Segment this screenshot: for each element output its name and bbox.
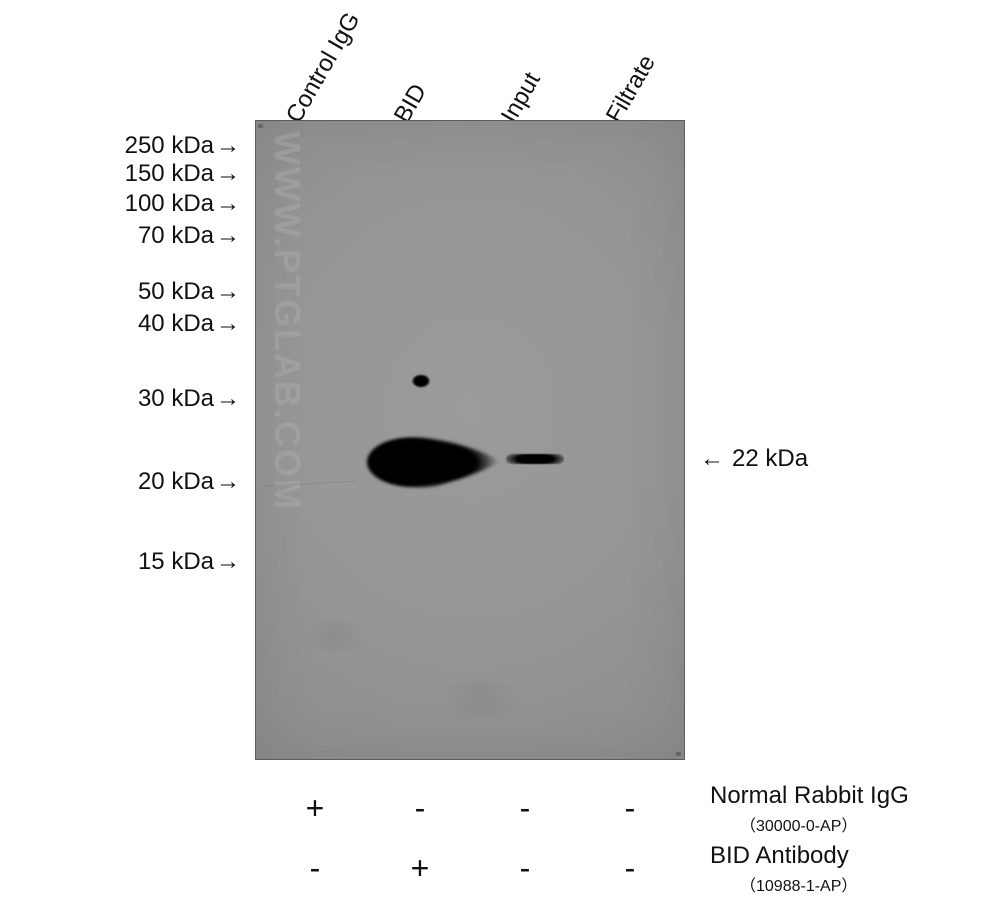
pm-cell: - [295,850,335,887]
arrow-right-icon: → [216,224,240,248]
mw-label: 40 kDa→ [138,310,240,338]
mw-label: 20 kDa→ [138,468,240,496]
row-label-text: BID Antibody [710,842,849,869]
mw-label-text: 20 kDa [138,468,214,495]
lane-label-control-igg: Control IgG [281,8,367,128]
arrow-right-icon: → [216,192,240,216]
band-bid-22kda [354,431,504,493]
mw-label: 250 kDa→ [125,132,240,160]
pm-cell: - [610,850,650,887]
band-input-22kda [506,454,564,464]
pm-cell: - [505,790,545,827]
pm-cell: - [610,790,650,827]
figure-stage: Control IgG BID Input Filtrate 250 kDa→ … [0,0,1000,903]
band-spot-upper [411,373,431,389]
arrow-right-icon: → [216,550,240,574]
speck [676,752,681,756]
speck [258,124,263,128]
mw-label-text: 70 kDa [138,222,214,249]
row-label-normal-rabbit-igg: Normal Rabbit IgG （30000-0-AP） [710,782,909,836]
row-label-bid-antibody: BID Antibody （10988-1-AP） [710,842,857,896]
row-sublabel-text: （10988-1-AP） [710,872,857,896]
mw-label-text: 40 kDa [138,310,214,337]
mw-label-text: 250 kDa [125,132,214,159]
arrow-right-icon: → [216,134,240,158]
arrow-right-icon: → [216,387,240,411]
mw-label: 150 kDa→ [125,160,240,188]
target-band-label: ← 22 kDa [700,445,808,473]
row-sublabel-text: （30000-0-AP） [710,812,909,836]
mw-label-text: 15 kDa [138,548,214,575]
pm-cell: - [400,790,440,827]
arrow-right-icon: → [216,280,240,304]
row-label-text: Normal Rabbit IgG [710,782,909,809]
western-blot-membrane: WWW.PTGLAB.COM [255,120,685,760]
arrow-right-icon: → [216,312,240,336]
pm-cell: + [295,790,335,827]
pm-cell: + [400,850,440,887]
mw-label-text: 50 kDa [138,278,214,305]
lane-label-input: Input [496,68,547,128]
mw-label-text: 150 kDa [125,160,214,187]
mw-label-text: 30 kDa [138,385,214,412]
mw-label: 50 kDa→ [138,278,240,306]
mw-label: 70 kDa→ [138,222,240,250]
pm-cell: - [505,850,545,887]
mw-label: 15 kDa→ [138,548,240,576]
mw-label: 100 kDa→ [125,190,240,218]
lane-label-filtrate: Filtrate [601,50,662,128]
arrow-right-icon: → [216,470,240,494]
target-band-text: 22 kDa [732,445,808,472]
mw-label: 30 kDa→ [138,385,240,413]
arrow-right-icon: → [216,162,240,186]
arrow-left-icon: ← [700,445,724,473]
mw-label-text: 100 kDa [125,190,214,217]
